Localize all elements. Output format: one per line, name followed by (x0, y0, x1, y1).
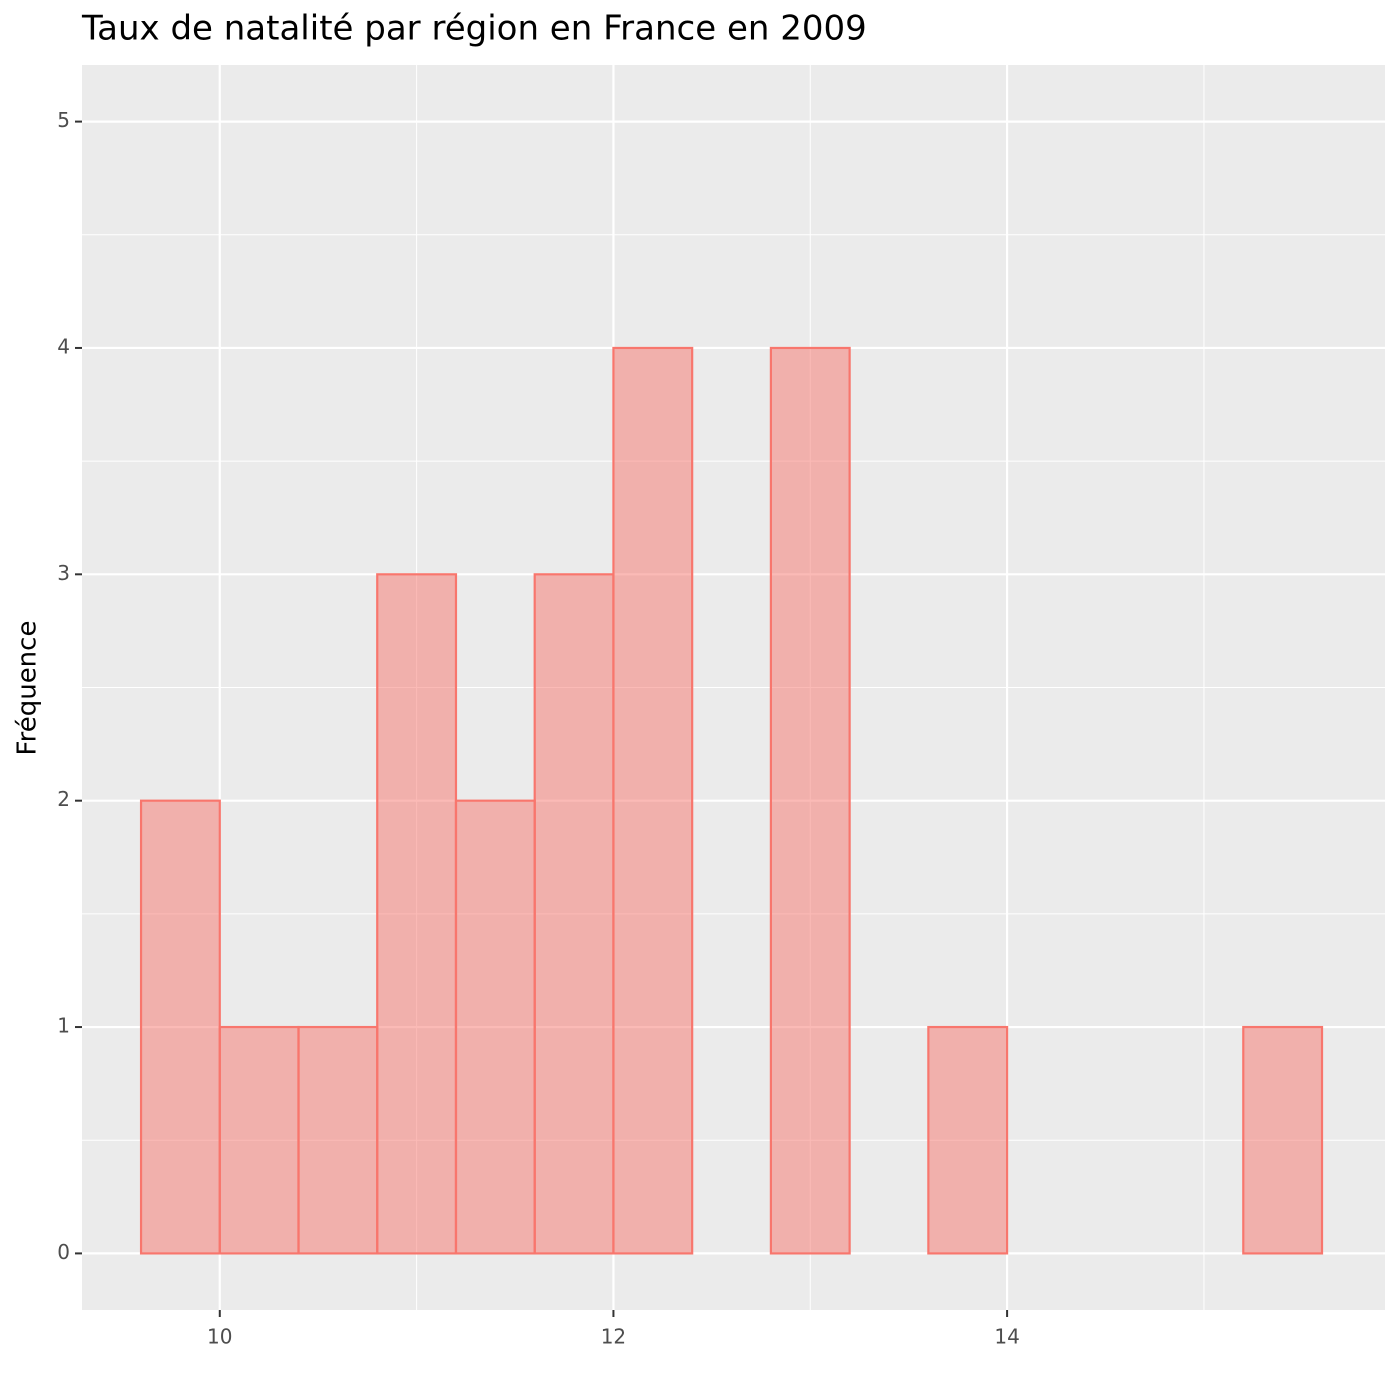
y-tick-label: 1 (57, 1014, 70, 1038)
bar (376, 573, 458, 1255)
bar (218, 1025, 300, 1255)
bar (533, 573, 615, 1255)
x-tick-label: 12 (601, 1325, 626, 1349)
x-tick-label: 14 (994, 1325, 1019, 1349)
bar (612, 346, 694, 1255)
x-tick-label: 10 (207, 1325, 232, 1349)
bar (927, 1025, 1009, 1255)
y-tick-label: 4 (57, 334, 70, 358)
y-tick-label: 2 (57, 787, 70, 811)
bar (454, 799, 536, 1255)
y-tick-label: 3 (57, 561, 70, 585)
bar (139, 799, 221, 1255)
chart-title: Taux de natalité par région en France en… (81, 9, 867, 49)
bar (297, 1025, 379, 1255)
y-tick-label: 5 (57, 108, 70, 132)
bar (769, 346, 851, 1255)
bar (1242, 1025, 1324, 1255)
y-tick-label: 0 (57, 1240, 70, 1264)
y-axis-label: Fréquence (13, 621, 43, 756)
